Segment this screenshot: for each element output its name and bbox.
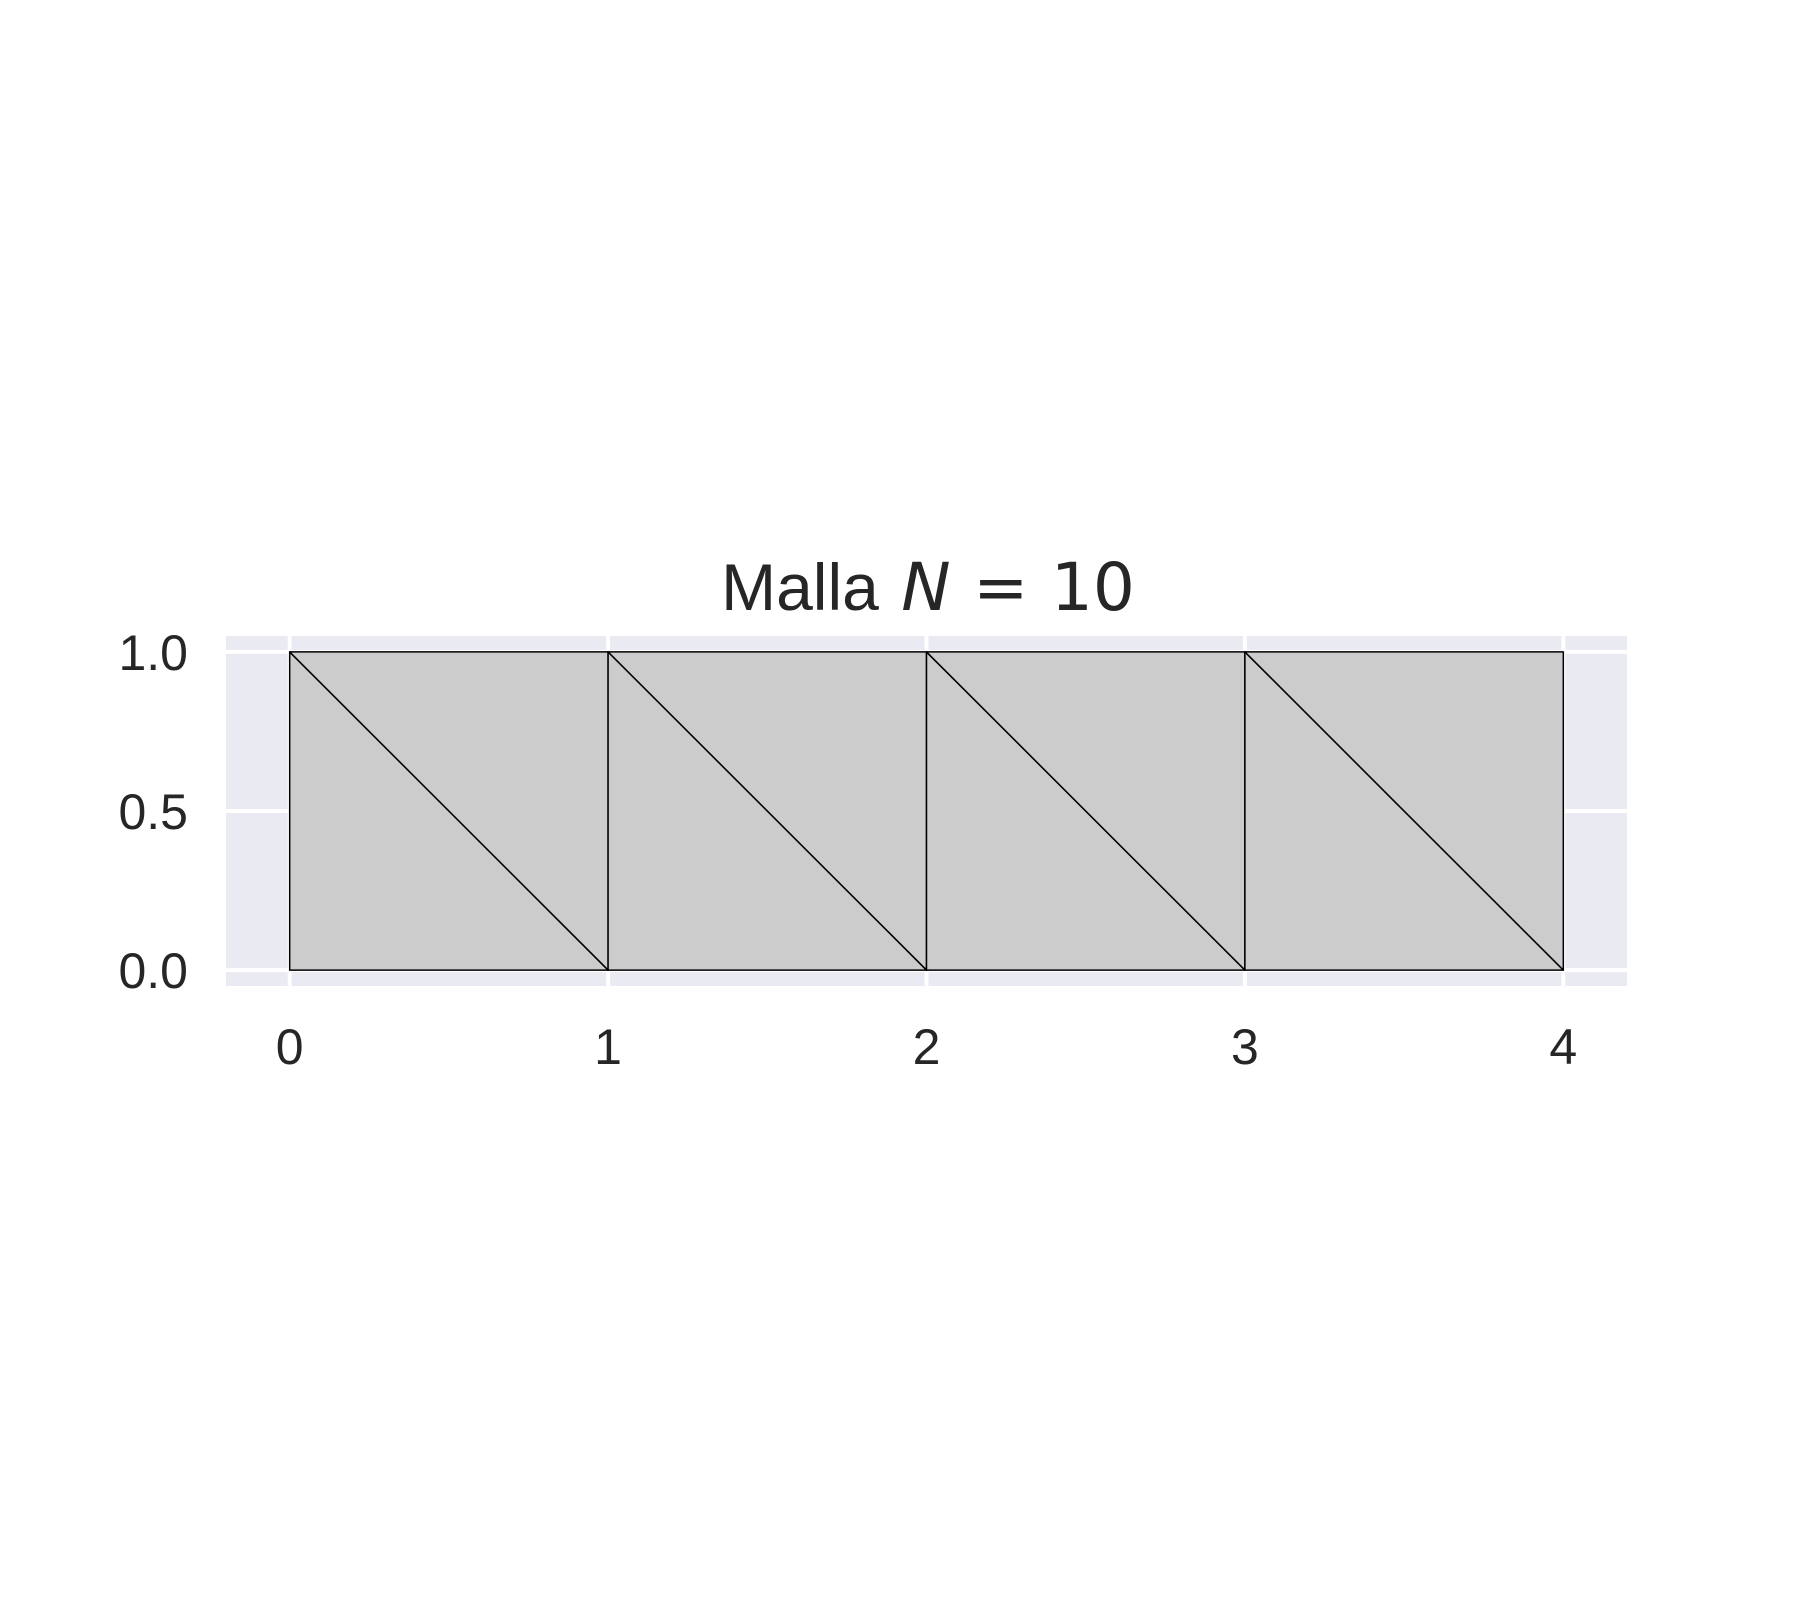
mesh-triangles <box>288 651 1565 971</box>
mesh-triangle <box>1244 651 1565 971</box>
y-tick-labels: 0.0 0.5 1.0 <box>118 625 188 999</box>
y-tick-label: 1.0 <box>118 625 188 681</box>
x-tick-label: 2 <box>913 1019 941 1075</box>
y-tick-label: 0.5 <box>118 784 188 840</box>
x-tick-label: 3 <box>1231 1019 1259 1075</box>
y-tick-label: 0.0 <box>118 943 188 999</box>
chart-title-prefix: Malla <box>721 550 879 624</box>
x-tick-label: 4 <box>1549 1019 1577 1075</box>
chart-title-operator: = <box>973 549 1028 626</box>
x-tick-label: 1 <box>594 1019 622 1075</box>
x-tick-labels: 0 1 2 3 4 <box>276 1019 1577 1075</box>
chart-title-variable: N <box>901 549 950 626</box>
chart-title-value: 10 <box>1051 549 1135 626</box>
x-tick-label: 0 <box>276 1019 304 1075</box>
chart-title: Malla N = 10 <box>721 549 1135 626</box>
